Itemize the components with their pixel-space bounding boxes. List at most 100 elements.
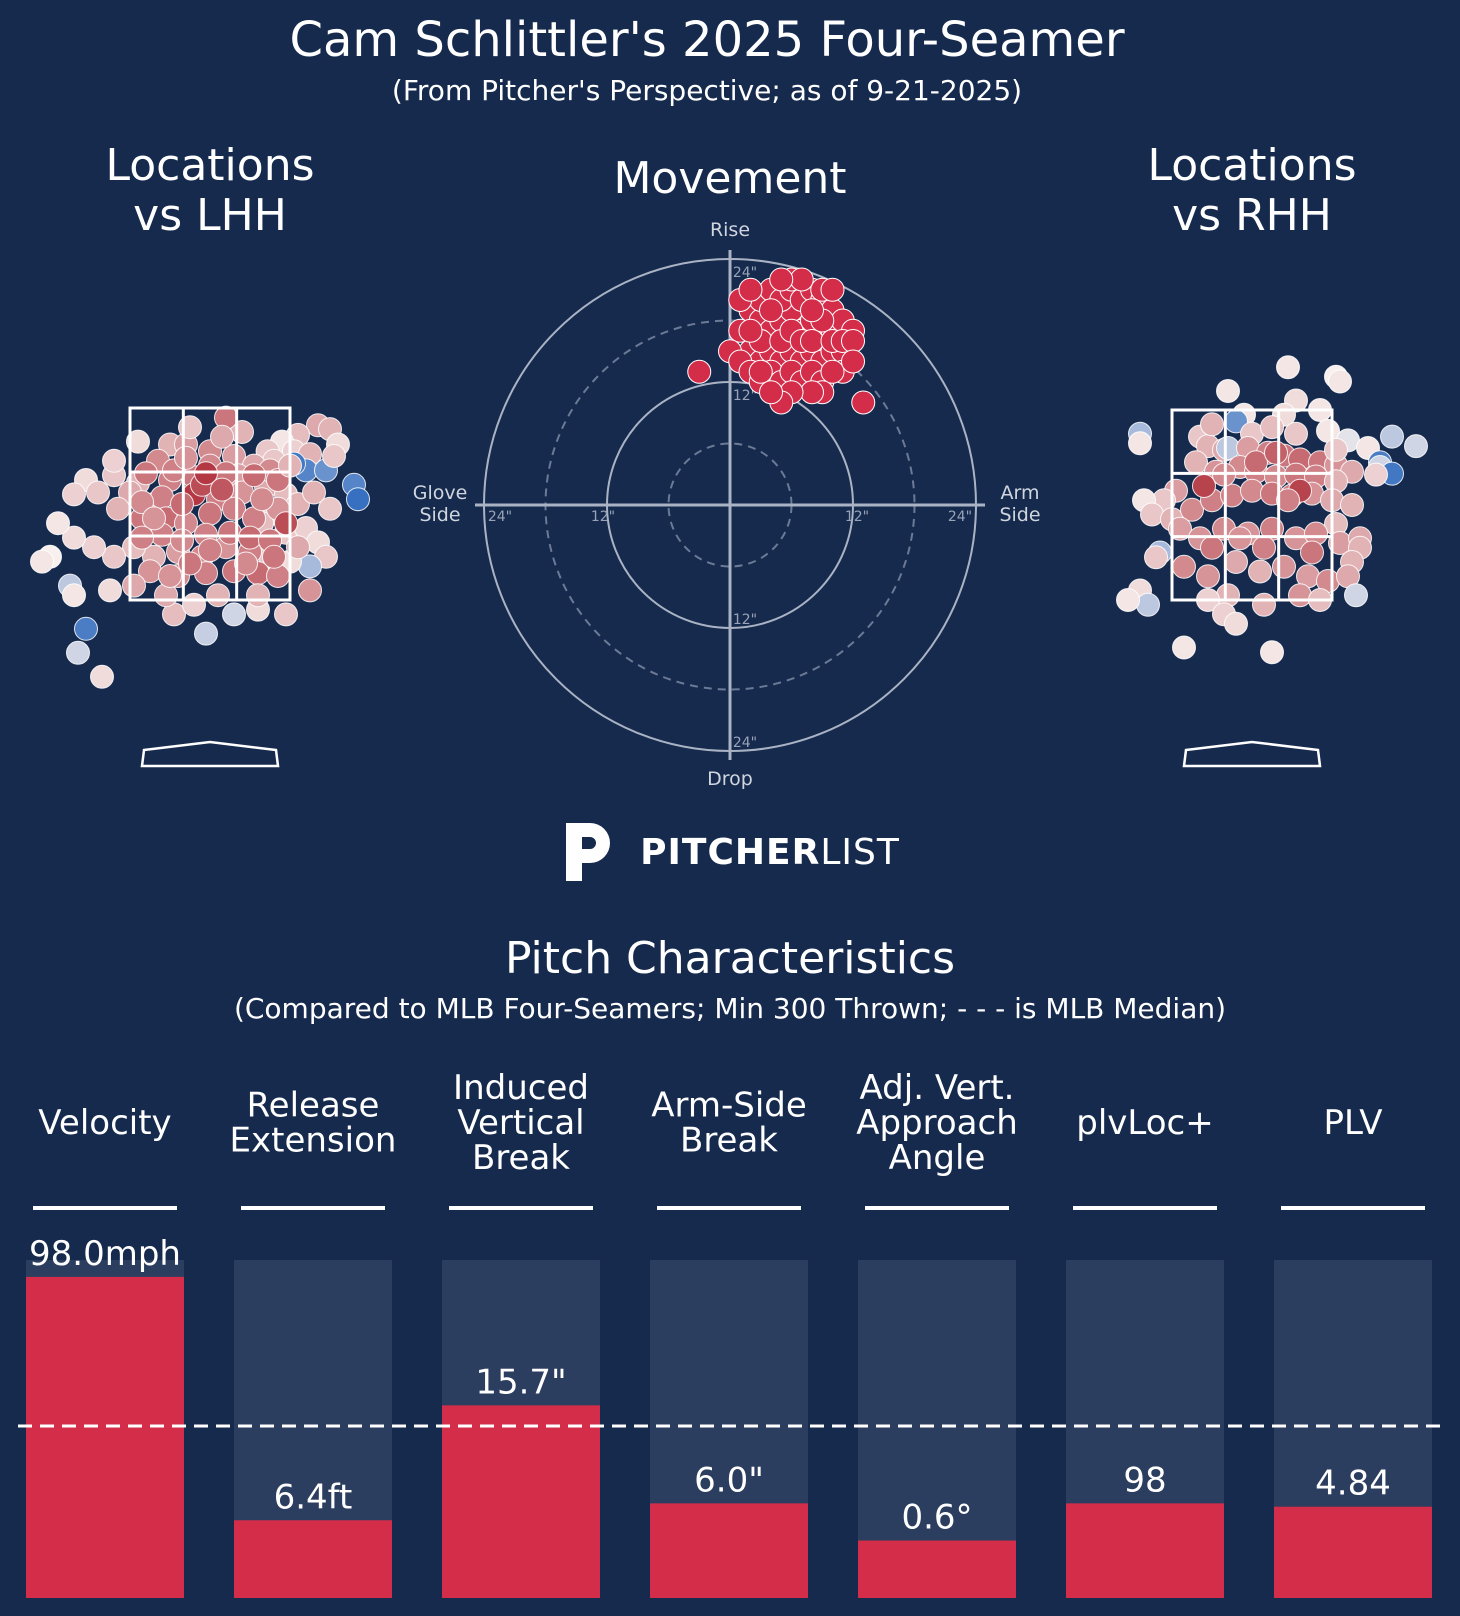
location-point (1276, 488, 1300, 513)
location-point (1136, 592, 1160, 617)
metric-value: 0.6° (901, 1498, 972, 1538)
metric-label: plvLoc+ (1076, 1103, 1213, 1143)
location-point (1168, 516, 1192, 541)
location-point (1252, 535, 1276, 560)
location-point (250, 487, 274, 512)
location-point (238, 525, 262, 550)
lhh-title-line-2: vs LHH (133, 190, 287, 241)
location-point (1172, 635, 1196, 660)
location-point (1288, 583, 1312, 608)
location-point (222, 496, 246, 521)
location-point (1224, 611, 1248, 636)
location-point (210, 424, 234, 449)
location-point (1192, 474, 1216, 498)
location-point (1272, 554, 1296, 579)
location-point (1252, 592, 1276, 617)
location-point (102, 448, 126, 473)
location-point (1184, 450, 1208, 475)
page-subtitle: (From Pitcher's Perspective; as of 9-21-… (392, 74, 1022, 107)
location-point (246, 583, 270, 608)
metric-value: 98 (1123, 1460, 1166, 1500)
location-point (298, 578, 322, 603)
lhh-strike-zone (128, 406, 292, 602)
location-point (1248, 559, 1272, 584)
movement-point (687, 359, 712, 384)
metric-label: PLV (1324, 1103, 1383, 1143)
location-point (274, 511, 298, 536)
movement-point (820, 359, 845, 384)
movement-point (820, 277, 845, 302)
movement-point (759, 298, 783, 323)
location-point (1284, 421, 1308, 446)
location-point (262, 544, 286, 569)
movement-point (738, 277, 763, 302)
metric-label: Angle (889, 1138, 986, 1178)
metric-bar-fill (1066, 1503, 1224, 1598)
location-point (1264, 440, 1288, 465)
location-point (1172, 554, 1196, 579)
location-point (46, 511, 70, 536)
location-point (1128, 431, 1152, 456)
location-point (198, 538, 222, 563)
location-point (102, 544, 126, 569)
movement-point (789, 267, 814, 292)
pitcherlist-wordmark: PITCHERLIST (640, 832, 900, 873)
location-point (86, 480, 110, 505)
location-point (1180, 497, 1204, 522)
movement-panel: MovementRiseDropGloveSideArmSide12"24"12… (413, 153, 1041, 790)
movement-ring-label: 12" (733, 612, 757, 628)
movement-point (800, 298, 824, 323)
metric-bar-fill (1274, 1506, 1432, 1598)
rhh-title-line-1: Locations (1147, 140, 1356, 191)
movement-label-glove-side: Side (419, 504, 460, 526)
location-point (302, 480, 326, 505)
movement-ring-label: 24" (488, 509, 512, 525)
page-title: Cam Schlittler's 2025 Four-Seamer (289, 12, 1124, 68)
logo-bold-text: PITCHER (640, 831, 821, 873)
location-point (182, 592, 206, 617)
metric-bar-fill (858, 1540, 1016, 1598)
location-point (1328, 369, 1352, 394)
metric-value: 4.84 (1315, 1464, 1391, 1504)
rhh-points (1116, 355, 1428, 665)
location-point (318, 496, 342, 521)
movement-ring-label: 12" (591, 509, 615, 525)
metric-label: Break (472, 1138, 570, 1178)
lhh-title-line-1: Locations (105, 140, 314, 191)
movement-point (738, 318, 763, 343)
rhh-strike-zone (1170, 408, 1334, 602)
location-point (1224, 550, 1248, 574)
movement-ring-label: 12" (845, 509, 869, 525)
location-point (1300, 540, 1324, 565)
location-point (1200, 535, 1224, 560)
movement-label-arm: Arm (1001, 482, 1040, 504)
location-point (30, 549, 54, 574)
location-point (62, 482, 86, 507)
metric-bar-fill (650, 1503, 808, 1598)
location-point (74, 616, 98, 641)
metric-label: Induced (453, 1068, 589, 1108)
location-point (1344, 583, 1368, 608)
location-point (142, 506, 166, 531)
location-point (106, 496, 130, 521)
metric-label: Arm-Side (651, 1086, 807, 1126)
metric-label: Extension (230, 1121, 397, 1161)
location-point (1260, 640, 1284, 665)
location-point (62, 525, 86, 550)
movement-point (748, 359, 773, 384)
location-point (1196, 564, 1220, 589)
metric-value: 15.7" (475, 1362, 566, 1402)
metric-label: Velocity (38, 1103, 171, 1143)
lhh-points (30, 405, 370, 689)
movement-label-drop: Drop (707, 768, 753, 790)
movement-ring-label: 24" (733, 265, 757, 281)
metric-value: 6.4ft (274, 1477, 353, 1517)
metric-bar-fill (442, 1405, 600, 1598)
location-point (198, 501, 222, 526)
location-point (1244, 450, 1268, 475)
metric-value: 98.0mph (29, 1234, 181, 1274)
